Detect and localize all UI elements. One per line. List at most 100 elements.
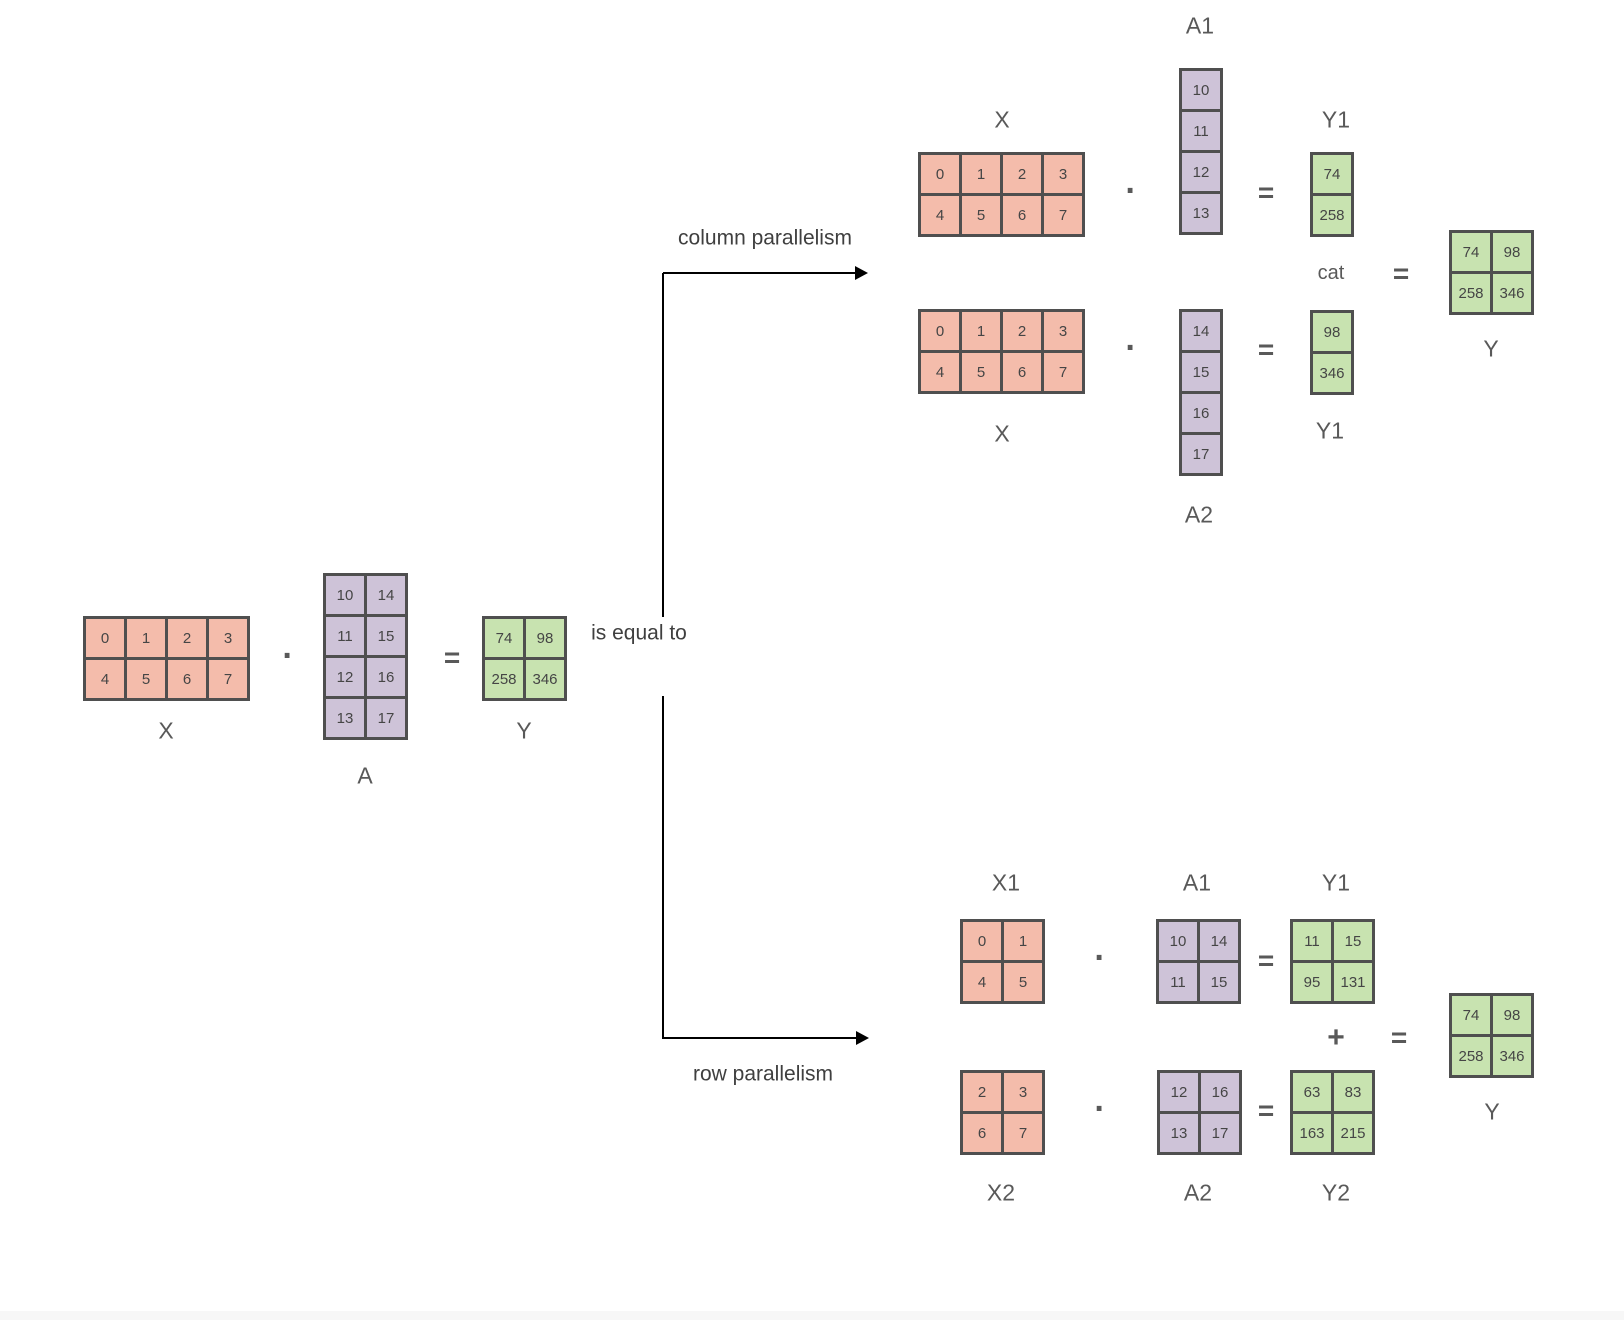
row-arrow-horizontal-line	[663, 1037, 856, 1039]
matrix-cell: 7	[1044, 353, 1082, 391]
matrix-cell: 131	[1334, 963, 1372, 1001]
rp-plus-operator: +	[1327, 1021, 1345, 1054]
matrix-cell: 1	[1004, 922, 1042, 960]
matrix-cell: 98	[526, 619, 564, 657]
cp-top-y1-matrix: 74 258	[1310, 152, 1354, 237]
matrix-cell: 13	[326, 699, 364, 737]
rp-x1-label: X1	[991, 869, 1021, 896]
matrix-cell: 16	[1182, 394, 1220, 432]
matrix-cell: 74	[485, 619, 523, 657]
matrix-cell: 11	[326, 617, 364, 655]
matrix-cell: 5	[127, 660, 165, 698]
matrix-cell: 4	[963, 963, 1001, 1001]
matrix-cell: 98	[1493, 996, 1531, 1034]
cp-final-y-label: Y	[1483, 335, 1499, 362]
matrix-cell: 74	[1452, 996, 1490, 1034]
matrix-cell: 16	[367, 658, 405, 696]
matrix-cell: 258	[1313, 196, 1351, 234]
rp-top-equals-operator: =	[1257, 945, 1275, 976]
matrix-cell: 5	[962, 196, 1000, 234]
base-x-label: X	[158, 717, 174, 744]
matrix-cell: 1	[962, 155, 1000, 193]
matrix-cell: 4	[86, 660, 124, 698]
column-arrow-horizontal-line	[663, 272, 855, 274]
base-dot-operator: ·	[282, 637, 294, 675]
matrix-cell: 0	[963, 922, 1001, 960]
matrix-cell: 346	[1493, 1037, 1531, 1075]
column-arrowhead-icon	[855, 266, 868, 280]
matrix-cell: 1	[962, 312, 1000, 350]
matrix-cell: 7	[1004, 1114, 1042, 1152]
is-equal-to-text: is equal to	[591, 621, 687, 645]
base-y-label: Y	[516, 717, 532, 744]
matrix-cell: 17	[367, 699, 405, 737]
matrix-cell: 10	[1159, 922, 1197, 960]
rp-final-y-label: Y	[1484, 1098, 1500, 1125]
matrix-cell: 0	[921, 312, 959, 350]
matrix-cell: 17	[1182, 435, 1220, 473]
cp-top-y1-label: Y1	[1321, 106, 1351, 133]
matrix-cell: 346	[1493, 274, 1531, 312]
cp-final-y-matrix: 74 98 258 346	[1449, 230, 1534, 315]
rp-x2-label: X2	[986, 1179, 1016, 1206]
column-parallelism-label: column parallelism	[678, 226, 852, 250]
matrix-cell: 17	[1201, 1114, 1239, 1152]
cp-bottom-y1-matrix: 98 346	[1310, 310, 1354, 395]
rp-bottom-equals-operator: =	[1257, 1095, 1275, 1126]
matrix-cell: 0	[921, 155, 959, 193]
matrix-cell: 2	[168, 619, 206, 657]
matrix-cell: 6	[1003, 353, 1041, 391]
matrix-cell: 98	[1313, 313, 1351, 351]
matrix-cell: 95	[1293, 963, 1331, 1001]
matrix-cell: 13	[1160, 1114, 1198, 1152]
matrix-cell: 3	[209, 619, 247, 657]
cp-bottom-x-label: X	[994, 420, 1010, 447]
cp-top-dot-operator: ·	[1125, 172, 1137, 210]
cp-a2-label: A2	[1184, 501, 1214, 528]
matrix-cell: 13	[1182, 194, 1220, 232]
cp-a1-matrix: 10 11 12 13	[1179, 68, 1223, 235]
matrix-cell: 163	[1293, 1114, 1331, 1152]
matrix-cell: 258	[1452, 274, 1490, 312]
rp-bottom-dot-operator: ·	[1094, 1090, 1106, 1128]
matrix-cell: 4	[921, 196, 959, 234]
matrix-cell: 2	[963, 1073, 1001, 1111]
matrix-cell: 346	[1313, 354, 1351, 392]
matrix-cell: 74	[1313, 155, 1351, 193]
matrix-cell: 2	[1003, 312, 1041, 350]
cp-cat-equals-operator: =	[1392, 258, 1410, 289]
base-a-matrix: 10 14 11 15 12 16 13 17	[323, 573, 408, 740]
rp-y1-label: Y1	[1321, 869, 1351, 896]
matrix-cell: 5	[962, 353, 1000, 391]
matrix-cell: 10	[1182, 71, 1220, 109]
column-arrow-vertical-line	[662, 273, 664, 617]
matrix-cell: 6	[1003, 196, 1041, 234]
rp-a1-label: A1	[1182, 869, 1212, 896]
matrix-cell: 1	[127, 619, 165, 657]
matrix-cell: 258	[1452, 1037, 1490, 1075]
matrix-cell: 15	[367, 617, 405, 655]
matrix-cell: 98	[1493, 233, 1531, 271]
matrix-cell: 10	[326, 576, 364, 614]
cp-a1-label: A1	[1185, 12, 1215, 39]
matrix-cell: 14	[1200, 922, 1238, 960]
matrix-cell: 6	[963, 1114, 1001, 1152]
matrix-cell: 0	[86, 619, 124, 657]
matrix-cell: 15	[1200, 963, 1238, 1001]
rp-a2-matrix: 12 16 13 17	[1157, 1070, 1242, 1155]
matrix-cell: 12	[1160, 1073, 1198, 1111]
row-parallelism-label: row parallelism	[692, 1062, 834, 1086]
matrix-cell: 215	[1334, 1114, 1372, 1152]
matrix-cell: 83	[1334, 1073, 1372, 1111]
matrix-cell: 2	[1003, 155, 1041, 193]
bottom-edge-strip	[0, 1311, 1624, 1320]
matrix-cell: 5	[1004, 963, 1042, 1001]
matrix-cell: 6	[168, 660, 206, 698]
rp-a1-matrix: 10 14 11 15	[1156, 919, 1241, 1004]
rp-y2-label: Y2	[1321, 1179, 1351, 1206]
matrix-cell: 3	[1044, 155, 1082, 193]
matrix-cell: 15	[1182, 353, 1220, 391]
